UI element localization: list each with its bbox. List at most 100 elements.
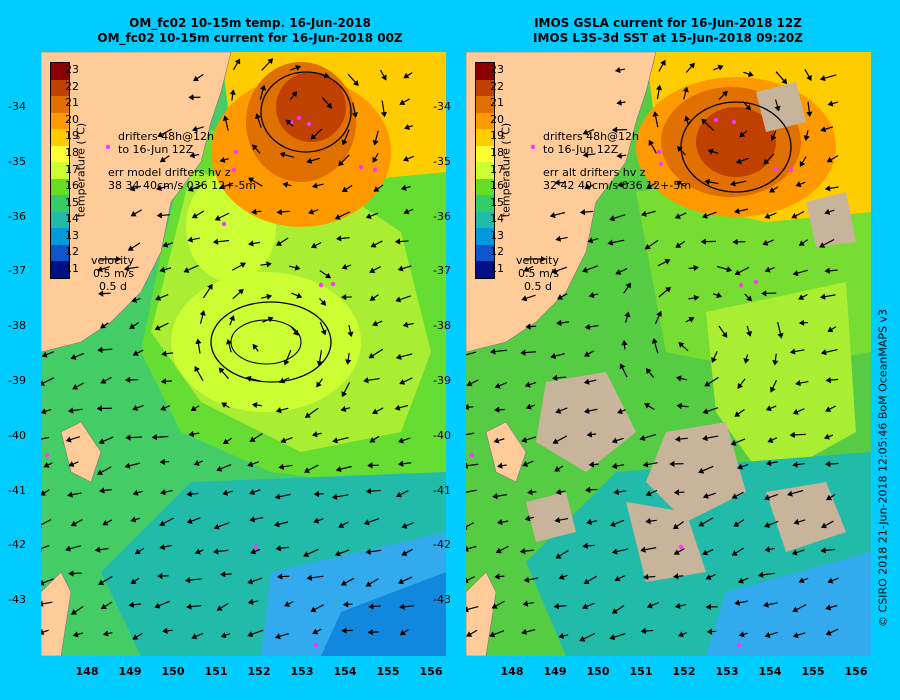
drifter-label-line1: drifters 48h@12h	[118, 130, 215, 143]
current-arrowhead	[190, 405, 197, 412]
current-arrowhead	[127, 245, 134, 251]
current-arrowhead	[70, 609, 78, 615]
current-arrowhead	[583, 407, 590, 415]
current-arrowhead	[734, 411, 741, 417]
current-arrowhead	[525, 403, 532, 410]
current-arrowhead	[248, 177, 255, 184]
colorbar-segment	[51, 96, 69, 114]
current-arrowhead	[674, 213, 681, 219]
left-map-panel[interactable]: 23 22 21 20 19 18 17 16 15 14 13 12 11 temperature (…	[41, 52, 446, 656]
current-arrowhead	[157, 131, 164, 138]
right-title-line1: IMOS GSLA current for 16-Jun-2018 12Z	[534, 16, 802, 30]
current-arrowhead	[552, 438, 559, 444]
current-arrowhead	[763, 601, 769, 608]
current-arrowhead	[524, 515, 531, 522]
current-arrowhead	[672, 573, 679, 580]
current-arrowhead	[207, 283, 213, 290]
colorbar-tick: 15	[490, 195, 504, 209]
current-arrowhead	[186, 603, 192, 610]
current-arrowhead	[579, 208, 586, 216]
current-arrowhead	[466, 545, 469, 552]
current-arrowhead	[187, 236, 194, 243]
longitude-tick: 153	[715, 665, 739, 678]
current-arrowhead	[688, 317, 695, 323]
current-arrowhead	[252, 343, 259, 350]
current-arrowhead	[189, 152, 196, 159]
current-arrowhead	[734, 599, 740, 606]
current-arrowhead	[764, 546, 771, 553]
current-arrowhead	[311, 431, 318, 438]
drifter-label-right-line2: to 16-Jun 12Z	[543, 143, 619, 156]
current-arrowhead	[187, 185, 194, 192]
right-map-panel[interactable]: 23 22 21 20 19 18 17 16 15 14 13 12 11 temperature (…	[466, 52, 871, 656]
current-arrowhead	[693, 294, 700, 301]
colorbar-tick: 20	[65, 112, 79, 126]
current-arrowhead	[341, 186, 348, 192]
current-arrowhead	[588, 461, 595, 468]
current-arrowhead	[466, 606, 469, 613]
colorbar-segment	[51, 63, 69, 81]
current-arrowhead	[124, 462, 131, 469]
current-arrowhead	[292, 329, 299, 336]
current-arrowhead	[761, 290, 767, 297]
current-arrowhead	[609, 521, 616, 527]
current-arrowhead	[96, 469, 104, 475]
current-arrowhead	[195, 338, 202, 345]
colorbar-tick: 23	[65, 63, 79, 77]
current-arrowhead	[248, 240, 254, 247]
current-arrowhead	[363, 377, 369, 384]
longitude-tick: 151	[204, 665, 228, 678]
current-arrowhead	[341, 627, 347, 634]
longitude-tick: 149	[543, 665, 567, 678]
current-arrowhead	[291, 91, 298, 98]
current-arrowhead	[304, 412, 311, 418]
current-arrowhead	[791, 212, 798, 219]
current-arrow	[466, 463, 479, 467]
current-arrowhead	[787, 490, 793, 497]
colorbar-title-right: temperature (°C)	[499, 122, 513, 218]
current-arrowhead	[523, 576, 530, 583]
current-arrowhead	[819, 75, 826, 82]
current-arrowhead	[825, 377, 832, 384]
current-arrowhead	[372, 408, 379, 415]
current-arrowhead	[335, 235, 342, 242]
current-arrowhead	[611, 608, 618, 614]
current-arrowhead	[582, 151, 589, 158]
current-arrowhead	[556, 319, 562, 326]
current-arrowhead	[643, 573, 649, 581]
current-arrowhead	[154, 602, 161, 609]
current-arrowhead	[737, 463, 743, 470]
current-arrowhead	[644, 243, 651, 250]
current-arrowhead	[255, 113, 261, 120]
longitude-tick: 148	[500, 665, 524, 678]
current-arrowhead	[826, 494, 833, 501]
current-arrowhead	[551, 268, 558, 274]
current-arrowhead	[130, 516, 137, 523]
current-arrowhead	[721, 90, 728, 97]
credit-text: © CSIRO 2018 21-Jun-2018 12:05:46 BoM Oc…	[876, 309, 890, 627]
current-arrowhead	[363, 519, 370, 526]
current-arrowhead	[490, 348, 496, 355]
current-arrowhead	[702, 408, 709, 415]
colorbar-segment	[51, 145, 69, 163]
current-arrowhead	[824, 267, 830, 274]
current-arrowhead	[640, 627, 646, 635]
current-arrowhead	[372, 156, 378, 163]
latitude-tick: -40	[433, 428, 451, 442]
current-arrowhead	[282, 181, 289, 188]
current-arrowhead	[799, 160, 806, 167]
current-arrowhead	[764, 631, 771, 638]
current-arrowhead	[702, 492, 709, 499]
current-arrowhead	[404, 123, 411, 130]
current-arrowhead	[162, 627, 168, 634]
velocity-legend: velocity 0.5 m/s 0.5 d	[91, 254, 134, 293]
longitude-tick: 152	[247, 665, 271, 678]
current-arrowhead	[497, 462, 503, 469]
colorbar-tick: 18	[490, 145, 504, 159]
current-arrowhead	[763, 158, 770, 165]
current-arrowhead	[705, 574, 712, 580]
current-arrowhead	[216, 605, 223, 611]
current-arrowhead	[334, 214, 341, 220]
current-arrowhead	[157, 572, 163, 580]
current-arrowhead	[689, 62, 695, 69]
